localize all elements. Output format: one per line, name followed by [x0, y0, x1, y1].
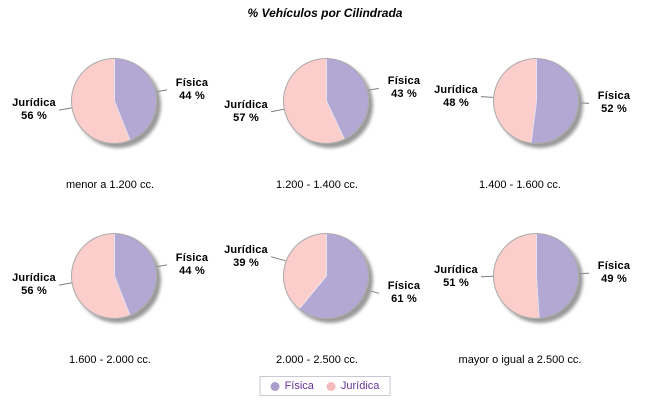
leader-line: [270, 108, 285, 113]
chart-title: % Vehículos por Cilindrada: [247, 6, 403, 20]
slice-percent: 48 %: [443, 96, 469, 109]
slice-series-name: Jurídica: [12, 272, 56, 285]
slice-label-juridica: Jurídica 57 %: [223, 99, 269, 125]
slice-separator: [113, 100, 130, 141]
slice-percent: 44 %: [179, 89, 205, 102]
pie-caption: menor a 1.200 cc.: [65, 179, 155, 191]
slice-percent: 39 %: [233, 256, 259, 269]
slice-percent: 51 %: [443, 276, 469, 289]
slice-separator: [298, 275, 327, 309]
slice-label-juridica: Jurídica 51 %: [433, 264, 479, 290]
pie-4: [71, 233, 157, 319]
slice-separator: [325, 100, 345, 140]
slice-percent: 44 %: [179, 264, 205, 277]
slice-separator: [530, 100, 537, 143]
slice-series-name: Jurídica: [434, 263, 478, 276]
leader-line: [480, 96, 494, 98]
slice-label-fisica: Física 44 %: [169, 252, 215, 278]
slice-percent: 57 %: [233, 111, 259, 124]
slice-percent: 56 %: [21, 285, 47, 298]
slice-label-fisica: Física 44 %: [169, 77, 215, 103]
pie-3: [493, 58, 579, 144]
pie-caption: 1.200 - 1.400 cc.: [276, 179, 358, 191]
legend-swatch-fisica-icon: [270, 381, 280, 391]
slice-series-name: Física: [175, 251, 209, 264]
pie-5: [283, 233, 369, 319]
slice-percent: 52 %: [601, 103, 627, 116]
slice-series-name: Jurídica: [224, 243, 268, 256]
chart-legend: Física Jurídica: [259, 376, 391, 396]
slice-series-name: Física: [597, 90, 631, 103]
slice-label-juridica: Jurídica 56 %: [11, 97, 57, 123]
pie-caption: 1.400 - 1.600 cc.: [479, 179, 561, 191]
slice-percent: 49 %: [601, 273, 627, 286]
slice-separator: [535, 234, 537, 276]
slice-separator: [535, 275, 540, 318]
slice-series-name: Jurídica: [434, 83, 478, 96]
slice-label-fisica: Física 52 %: [591, 90, 637, 116]
pie-1: [71, 58, 157, 144]
pie-caption: 2.000 - 2.500 cc.: [276, 354, 358, 366]
slice-series-name: Jurídica: [12, 97, 56, 110]
slice-separator: [113, 59, 115, 101]
slice-separator: [113, 234, 115, 276]
legend-label-fisica: Física: [284, 380, 314, 392]
leader-line: [58, 282, 72, 286]
slice-percent: 56 %: [21, 110, 47, 123]
legend-swatch-juridica-icon: [326, 381, 336, 391]
legend-entry-juridica: Jurídica: [326, 380, 380, 392]
slice-series-name: Jurídica: [224, 98, 268, 111]
pie-2: [283, 58, 369, 144]
slice-label-fisica: Física 61 %: [381, 280, 427, 306]
pie-caption: mayor o igual a 2.500 cc.: [458, 354, 582, 366]
slice-series-name: Física: [597, 260, 631, 273]
slice-label-fisica: Física 49 %: [591, 260, 637, 286]
slice-separator: [535, 59, 537, 101]
leader-line: [270, 256, 286, 262]
slice-percent: 61 %: [391, 293, 417, 306]
legend-label-juridica: Jurídica: [340, 380, 380, 392]
slice-label-juridica: Jurídica 56 %: [11, 272, 57, 298]
slice-label-juridica: Jurídica 39 %: [223, 244, 269, 270]
pie-6: [493, 233, 579, 319]
legend-entry-fisica: Física: [270, 380, 314, 392]
slice-series-name: Física: [387, 280, 421, 293]
slice-separator: [113, 275, 130, 316]
slice-series-name: Física: [175, 76, 209, 89]
slice-series-name: Física: [387, 75, 421, 88]
slice-separator: [325, 59, 327, 101]
slice-label-fisica: Física 43 %: [381, 75, 427, 101]
leader-line: [365, 87, 380, 92]
leader-line: [58, 107, 72, 111]
pie-caption: 1.600 - 2.000 cc.: [69, 354, 151, 366]
slice-percent: 43 %: [391, 88, 417, 101]
slice-separator: [325, 234, 327, 276]
slice-label-juridica: Jurídica 48 %: [433, 84, 479, 110]
